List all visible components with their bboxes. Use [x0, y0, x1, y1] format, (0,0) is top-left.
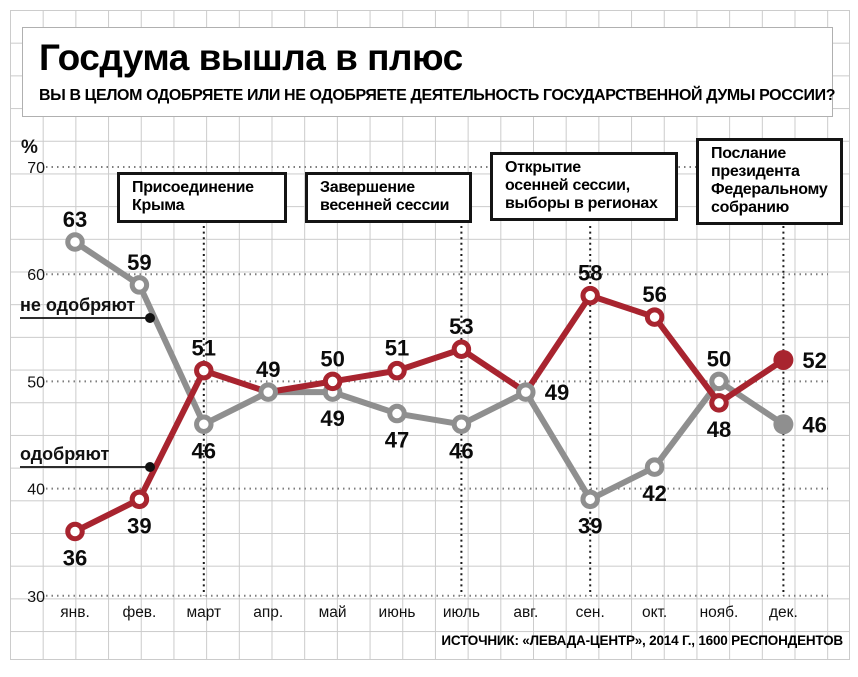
annotation-box: Присоединение Крыма	[117, 172, 287, 223]
data-point-label: 50	[707, 346, 731, 371]
data-point-label: 50	[320, 346, 344, 371]
data-point-marker	[451, 339, 472, 359]
data-point-label: 49	[545, 380, 569, 405]
y-axis-tick-label: 60	[27, 267, 45, 284]
annotation-line: Открытие	[505, 159, 581, 176]
data-point-marker	[451, 414, 472, 435]
data-point-marker	[129, 275, 150, 295]
data-point-marker	[65, 232, 85, 252]
month-axis-label: апр.	[253, 604, 283, 621]
data-point-marker	[387, 360, 407, 381]
y-axis-tick-label: 70	[27, 160, 45, 177]
annotation-line: Крыма	[132, 197, 185, 214]
month-axis-label: июнь	[379, 604, 416, 621]
data-point-label: 59	[127, 250, 151, 275]
data-point-label: 63	[63, 207, 87, 232]
data-point-label: 46	[449, 438, 473, 463]
month-axis-label: май	[319, 604, 347, 621]
month-axis-label: окт.	[642, 604, 667, 621]
series-line-disapprove	[72, 239, 787, 503]
data-point-marker	[580, 285, 600, 306]
data-point-label: 48	[707, 417, 731, 442]
data-point-marker	[194, 360, 214, 381]
data-point-marker	[709, 393, 729, 413]
series-line-approve	[72, 292, 787, 535]
data-point-label: 49	[256, 357, 280, 382]
data-point-label: 47	[385, 428, 409, 453]
data-point-label: 56	[642, 282, 666, 307]
month-axis-label: фев.	[122, 604, 156, 621]
annotation-line: выборы в регионах	[505, 195, 658, 212]
month-axis-label: авг.	[513, 604, 538, 621]
data-point-marker	[322, 371, 343, 392]
month-axis-label: янв.	[60, 604, 90, 621]
graph-paper-background	[10, 10, 850, 660]
data-point-marker	[644, 457, 665, 477]
data-point-label: 49	[320, 406, 344, 431]
legend-label-approve: одобряют	[20, 444, 109, 464]
y-axis-tick-label: 30	[27, 589, 45, 606]
annotation-line: Присоединение	[132, 179, 254, 196]
data-point-marker-final	[773, 414, 794, 435]
annotation-line: осенней сессии,	[505, 177, 630, 194]
y-axis-tick-label: 50	[27, 374, 45, 391]
source-note: ИСТОЧНИК: «ЛЕВАДА-ЦЕНТР», 2014 Г., 1600 …	[441, 633, 843, 648]
data-point-label: 36	[63, 545, 87, 570]
data-point-marker	[194, 414, 214, 435]
data-point-marker	[387, 403, 407, 424]
annotation-line: президента	[711, 163, 800, 180]
y-axis-unit-label: %	[21, 137, 38, 158]
data-point-marker	[516, 382, 536, 402]
data-point-marker	[644, 307, 665, 327]
legend-callout-dot	[145, 462, 155, 472]
annotation-box: Послание президента Федеральному собранию	[696, 138, 843, 225]
title-card: Госдума вышла в плюс ВЫ В ЦЕЛОМ ОДОБРЯЕТ…	[22, 27, 836, 117]
annotation-box: Открытие осенней сессии, выборы в регионах	[490, 152, 678, 221]
data-point-marker-final	[773, 349, 794, 370]
data-point-label: 39	[578, 513, 602, 538]
annotation-line: собранию	[711, 199, 789, 216]
annotation-line: весенней сессии	[320, 197, 450, 214]
data-point-label: 39	[127, 513, 151, 538]
data-point-marker	[580, 489, 600, 510]
y-axis-tick-label: 40	[27, 482, 45, 499]
data-point-label: 52	[802, 348, 826, 373]
data-point-label: 51	[385, 336, 409, 361]
month-axis-label: дек.	[769, 604, 798, 621]
legend-label-disapprove: не одобряют	[20, 295, 135, 315]
month-axis-label: нояб.	[700, 604, 739, 621]
month-axis-label: июль	[443, 604, 480, 621]
data-point-label: 58	[578, 261, 602, 286]
data-point-label: 42	[642, 481, 666, 506]
data-point-marker	[709, 371, 729, 392]
data-point-label: 51	[192, 336, 216, 361]
annotation-box: Завершение весенней сессии	[305, 172, 472, 223]
page-title: Госдума вышла в плюс	[39, 37, 463, 78]
month-axis-label: сен.	[576, 604, 605, 621]
data-point-marker	[65, 521, 85, 542]
data-point-marker	[129, 489, 150, 510]
month-axis-label: март	[186, 604, 221, 621]
page-subtitle: ВЫ В ЦЕЛОМ ОДОБРЯЕТЕ ИЛИ НЕ ОДОБРЯЕТЕ ДЕ…	[39, 87, 836, 104]
annotation-line: Завершение	[320, 179, 415, 196]
annotation-line: Федеральному	[711, 181, 828, 198]
legend-callout-dot	[145, 313, 155, 323]
annotation-line: Послание	[711, 145, 787, 162]
data-point-label: 46	[192, 438, 216, 463]
data-point-label: 53	[449, 314, 473, 339]
data-point-label: 46	[802, 412, 826, 437]
data-point-marker	[258, 382, 278, 402]
